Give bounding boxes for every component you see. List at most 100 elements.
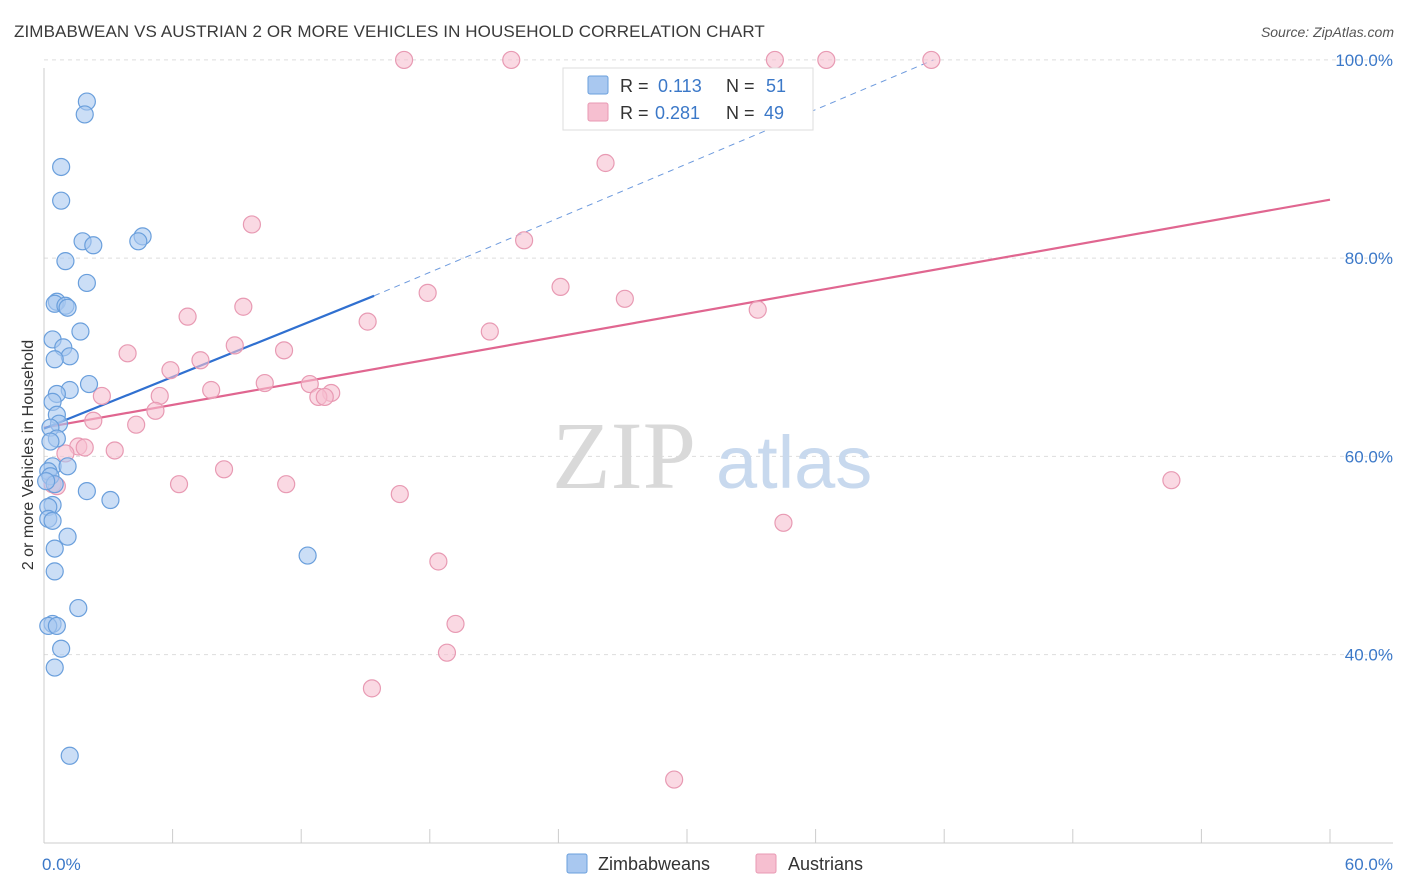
point-zimbabweans [84,236,103,255]
point-zimbabweans [298,546,317,565]
point-austrians [214,460,234,479]
point-zimbabweans [60,347,79,366]
point-austrians [922,50,941,70]
chart-title: ZIMBABWEAN VS AUSTRIAN 2 OR MORE VEHICLE… [14,22,765,41]
point-austrians [817,50,836,70]
trend-line-austrians [43,198,1331,429]
legend-r-label: R = [620,76,649,96]
point-zimbabweans [52,157,71,177]
point-zimbabweans [129,232,148,251]
point-austrians [277,475,296,494]
point-austrians [1162,471,1181,490]
point-zimbabweans [60,746,79,765]
point-zimbabweans [58,298,77,317]
legend-r-value: 0.113 [658,76,702,96]
point-zimbabweans [52,639,71,658]
legend-n-value: 49 [764,103,784,123]
legend-r-label: R = [620,103,649,123]
point-austrians [92,386,111,406]
point-austrians [615,289,634,308]
point-austrians [84,411,103,430]
point-austrians [300,374,319,394]
point-austrians [665,770,684,789]
point-austrians [394,50,414,70]
point-austrians [202,380,221,400]
point-austrians [169,475,189,494]
point-austrians [515,231,534,250]
legend-label-zimbabweans: Zimbabweans [598,854,710,874]
point-zimbabweans [75,105,94,124]
point-austrians [118,344,137,363]
point-austrians [446,614,465,634]
point-austrians [480,322,499,341]
point-austrians [146,401,165,420]
point-austrians [437,643,457,662]
point-zimbabweans [43,511,62,530]
point-zimbabweans [45,562,64,581]
point-austrians [551,277,570,297]
point-zimbabweans [45,539,64,558]
point-austrians [358,312,377,331]
points-layer [37,50,1181,789]
point-austrians [502,50,521,70]
point-zimbabweans [58,457,77,476]
y-tick-label: 40.0% [1345,646,1393,665]
legend-n-value: 51 [766,76,786,96]
point-austrians [774,513,793,532]
point-austrians [225,336,244,355]
point-austrians [274,341,294,360]
point-austrians [748,300,767,319]
point-zimbabweans [41,432,60,451]
point-austrians [765,50,784,70]
point-zimbabweans [52,191,71,210]
point-austrians [255,373,274,393]
legend-r-value: 0.281 [655,103,700,123]
y-tick-label: 80.0% [1345,249,1393,268]
watermark: ZIP atlas [552,402,872,509]
y-axis-label: 2 or more Vehicles in Household [20,340,37,570]
legend-label-austrians: Austrians [788,854,863,874]
point-austrians [429,552,448,571]
legend-swatch-zimbabweans [566,853,588,874]
y-tick-label: 60.0% [1345,447,1393,466]
series-legend: Zimbabweans Austrians [566,853,863,874]
legend-swatch-austrians [755,853,777,874]
point-austrians [75,438,94,457]
point-zimbabweans [45,658,64,677]
chart-source: Source: ZipAtlas.com [1260,24,1394,40]
point-austrians [191,351,210,370]
point-zimbabweans [101,490,120,510]
point-zimbabweans [47,616,66,636]
point-zimbabweans [58,527,77,546]
point-austrians [315,387,334,407]
point-austrians [418,283,437,302]
legend-n-label: N = [726,103,755,123]
watermark-zip: ZIP [552,402,696,509]
point-zimbabweans [79,374,99,394]
point-austrians [178,307,197,326]
point-austrians [127,415,146,434]
point-zimbabweans [56,252,75,271]
axes-layer: 40.0% 60.0% 80.0% 100.0% 0.0% 60.0% [42,51,1393,874]
point-zimbabweans [45,350,64,369]
x-tick-label: 60.0% [1345,855,1393,874]
point-zimbabweans [37,472,56,491]
point-austrians [390,484,409,504]
point-austrians [234,297,253,316]
point-austrians [161,361,180,380]
legend-swatch-zimbabweans [587,75,609,95]
correlation-legend: R = 0.113 N = 51 R = 0.281 N = 49 [562,67,814,131]
point-zimbabweans [77,482,96,501]
point-zimbabweans [69,598,88,618]
point-austrians [596,153,615,173]
point-zimbabweans [71,322,90,341]
x-tick-label: 0.0% [42,855,81,874]
y-tick-label: 100.0% [1335,51,1393,70]
trend-line-extension-zimbabweans [373,59,934,297]
watermark-atlas: atlas [716,421,872,504]
point-austrians [105,441,124,460]
point-austrians [242,215,262,234]
point-zimbabweans [77,273,96,293]
legend-n-label: N = [726,76,755,96]
